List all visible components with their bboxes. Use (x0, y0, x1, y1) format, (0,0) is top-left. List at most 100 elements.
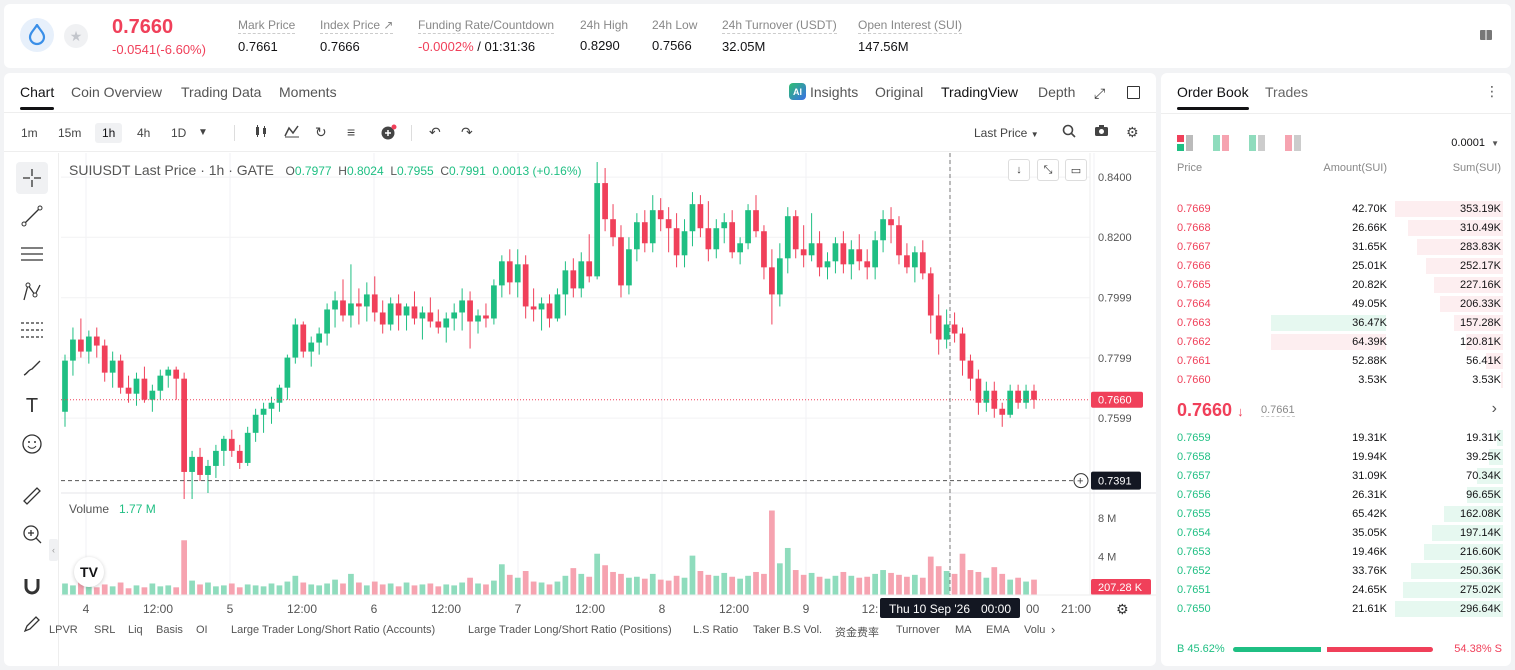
ind-turnover[interactable]: Turnover (896, 624, 940, 636)
ind-lpvr[interactable]: LPVR (49, 624, 78, 636)
tab-original[interactable]: Original (875, 84, 924, 100)
templates-icon[interactable]: ≡ (347, 124, 356, 140)
collapse-toolbar-icon[interactable]: ‹ (49, 539, 58, 561)
chevron-right-icon[interactable]: › (1051, 622, 1056, 637)
ind-srl[interactable]: SRL (94, 624, 116, 636)
lock-pencil-icon[interactable] (16, 608, 48, 640)
add-alert-icon[interactable] (380, 124, 398, 143)
tab-insights[interactable]: Insights (810, 84, 859, 100)
ind-volume[interactable]: Volu (1024, 624, 1046, 636)
bid-row[interactable]: 0.7654 35.05K 197.14K (1161, 524, 1511, 543)
ind-large-trader-accounts[interactable]: Large Trader Long/Short Ratio (Accounts) (231, 624, 436, 636)
tab-order-book[interactable]: Order Book (1177, 84, 1249, 110)
chart-settings-icon[interactable]: ⚙ (1116, 601, 1129, 617)
ask-row[interactable]: 0.7669 42.70K 353.19K (1161, 200, 1511, 219)
price-source-select[interactable]: Last Price ▼ (974, 126, 1039, 140)
tab-coin-overview[interactable]: Coin Overview (71, 84, 163, 100)
trendline-tool-icon[interactable] (16, 200, 48, 232)
window-icon[interactable] (1127, 86, 1140, 99)
bid-row[interactable]: 0.7656 26.31K 96.65K (1161, 486, 1511, 505)
search-icon[interactable] (1062, 124, 1076, 141)
index-price-stat[interactable]: Index Price ↗ 0.7666 (320, 18, 394, 54)
chevron-right-icon[interactable]: › (1491, 400, 1497, 417)
candle-type-icon[interactable] (254, 124, 268, 141)
ask-row[interactable]: 0.7667 31.65K 283.83K (1161, 238, 1511, 257)
bid-row[interactable]: 0.7652 33.76K 250.36K (1161, 562, 1511, 581)
ask-row[interactable]: 0.7665 20.82K 227.16K (1161, 276, 1511, 295)
ask-row[interactable]: 0.7660 3.53K 3.53K (1161, 371, 1511, 390)
tf-4h[interactable]: 4h (137, 126, 151, 140)
settings-gear-icon[interactable]: ⚙ (1126, 124, 1139, 140)
horizontal-lines-tool-icon[interactable] (16, 238, 48, 270)
ask-row[interactable]: 0.7668 26.66K 310.49K (1161, 219, 1511, 238)
fullscreen-icon[interactable]: ▭ (1065, 159, 1087, 181)
tf-15m[interactable]: 15m (58, 126, 82, 140)
more-options-icon[interactable]: ⋮ (1485, 83, 1499, 99)
depth-bar (1395, 201, 1503, 217)
bid-sum: 197.14K (1460, 527, 1501, 539)
tab-depth[interactable]: Depth (1038, 84, 1076, 100)
undo-icon[interactable]: ↶ (429, 124, 441, 140)
ind-liq[interactable]: Liq (128, 624, 143, 636)
tf-1m[interactable]: 1m (21, 126, 38, 140)
view-buy-sell-icon[interactable] (1213, 135, 1231, 154)
fib-tool-icon[interactable] (16, 314, 48, 346)
zoom-in-icon[interactable] (16, 518, 48, 550)
view-bids-icon[interactable] (1249, 135, 1267, 154)
tradingview-logo[interactable]: TV (74, 557, 104, 587)
redo-icon[interactable]: ↷ (461, 124, 473, 140)
volume-bar (363, 585, 370, 595)
favorite-star-icon[interactable]: ★ (64, 24, 88, 48)
price-chart[interactable]: 0.8400 0.8200 0.7999 0.7799 0.7599 0.7660 + 0.7… (4, 73, 1156, 666)
magnet-icon[interactable] (16, 570, 48, 602)
ask-row[interactable]: 0.7663 36.47K 157.28K (1161, 314, 1511, 333)
tab-moments[interactable]: Moments (279, 84, 337, 100)
tab-trading-data[interactable]: Trading Data (181, 84, 262, 100)
collapse-icon[interactable]: ⤡ (1037, 159, 1059, 181)
expand-icon[interactable]: ⤢ (1094, 85, 1106, 101)
bid-row[interactable]: 0.7655 65.42K 162.08K (1161, 505, 1511, 524)
camera-icon[interactable] (1094, 124, 1109, 140)
refresh-icon[interactable]: ↻ (315, 124, 327, 140)
ask-row[interactable]: 0.7662 64.39K 120.81K (1161, 333, 1511, 352)
tf-1d[interactable]: 1D (171, 126, 187, 140)
ind-ema[interactable]: EMA (986, 624, 1010, 636)
time-tick-label: 12: (862, 602, 879, 616)
ind-large-trader-positions[interactable]: Large Trader Long/Short Ratio (Positions… (468, 624, 672, 636)
ind-taker-vol[interactable]: Taker B.S Vol. (753, 624, 823, 636)
ask-price: 0.7664 (1177, 298, 1211, 310)
ruler-tool-icon[interactable] (16, 480, 48, 512)
precision-select[interactable]: 0.0001 ▼ (1451, 137, 1499, 149)
ind-funding-rate[interactable]: 资金费率 (835, 627, 879, 639)
tab-chart[interactable]: Chart (20, 84, 55, 110)
ind-ls-ratio[interactable]: L.S Ratio (693, 624, 739, 636)
tab-tradingview[interactable]: TradingView (941, 84, 1019, 100)
bid-row[interactable]: 0.7657 31.09K 70.34K (1161, 467, 1511, 486)
emoji-tool-icon[interactable] (16, 428, 48, 460)
volume-bar (753, 571, 759, 595)
scroll-down-icon[interactable]: ↓ (1008, 159, 1030, 181)
bid-row[interactable]: 0.7650 21.61K 296.64K (1161, 600, 1511, 619)
book-icon[interactable] (1479, 28, 1495, 42)
ind-ma[interactable]: MA (955, 624, 972, 636)
bid-row[interactable]: 0.7651 24.65K 275.02K (1161, 581, 1511, 600)
ind-oi[interactable]: OI (196, 624, 208, 636)
ask-row[interactable]: 0.7661 52.88K 56.41K (1161, 352, 1511, 371)
indicators-icon[interactable] (284, 124, 300, 141)
bid-row[interactable]: 0.7659 19.31K 19.31K (1161, 429, 1511, 448)
chevron-down-icon[interactable]: ▼ (198, 127, 208, 138)
brush-tool-icon[interactable] (16, 352, 48, 384)
candle-body (62, 360, 68, 412)
tab-trades[interactable]: Trades (1265, 84, 1309, 100)
bid-row[interactable]: 0.7658 19.94K 39.25K (1161, 448, 1511, 467)
pattern-tool-icon[interactable] (16, 276, 48, 308)
ask-row[interactable]: 0.7664 49.05K 206.33K (1161, 295, 1511, 314)
tf-1h[interactable]: 1h (95, 123, 123, 143)
crosshair-tool-icon[interactable] (16, 162, 48, 194)
ask-row[interactable]: 0.7666 25.01K 252.17K (1161, 257, 1511, 276)
ind-basis[interactable]: Basis (156, 624, 183, 636)
view-asks-icon[interactable] (1285, 135, 1303, 154)
view-both-icon[interactable] (1177, 135, 1195, 154)
bid-row[interactable]: 0.7653 19.46K 216.60K (1161, 543, 1511, 562)
text-tool-icon[interactable]: T (25, 394, 39, 417)
